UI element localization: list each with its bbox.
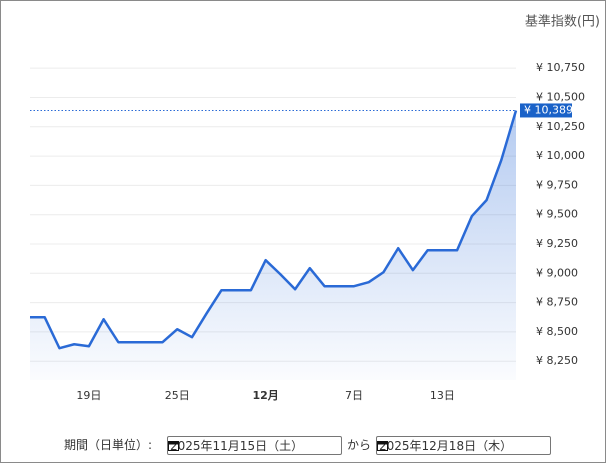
y-tick-label: ¥ 8,750 [536, 296, 578, 309]
x-tick-label: 19日 [76, 389, 101, 402]
y-tick-label: ¥ 9,750 [536, 178, 578, 191]
y-tick-label: ¥ 8,500 [536, 325, 578, 338]
chart: 基準指数(円) ¥ 8,250 ¥ 8,500 ¥ 8,750 ¥ 9,000 ¥ 9,… [30, 14, 600, 402]
end-date: 2025年12月18日（木） [379, 439, 513, 453]
x-tick-label: 13日 [430, 389, 455, 402]
separator: から [347, 438, 372, 452]
y-tick-label: ¥ 10,750 [536, 61, 585, 74]
period-label: 期間（日単位）: [64, 438, 153, 452]
y-tick-label: ¥ 9,500 [536, 208, 578, 221]
y-tick-label: ¥ 10,250 [536, 120, 585, 133]
value-label-box [520, 103, 572, 118]
y-tick-label: ¥ 10,000 [536, 149, 585, 162]
area [30, 110, 516, 380]
end-date-input[interactable]: 2025年12月18日（木） [376, 436, 551, 455]
y-tick-label: ¥ 10,500 [536, 90, 585, 103]
value-label: ¥ 10,389 [524, 103, 573, 116]
x-tick-label: 7日 [345, 389, 363, 402]
x-tick-label: 25日 [165, 389, 190, 402]
calendar-icon[interactable] [168, 440, 179, 451]
line [30, 110, 518, 350]
y-tick-label: ¥ 9,000 [536, 266, 578, 279]
y-tick-label: ¥ 9,250 [536, 237, 578, 250]
calendar-icon[interactable] [377, 440, 388, 451]
y-tick-label: ¥ 8,250 [536, 354, 578, 367]
start-date: 2025年11月15日（土） [170, 439, 304, 453]
start-date-input[interactable]: 2025年11月15日（土） [167, 436, 342, 455]
x-tick-label: 12月 [252, 389, 278, 402]
y-axis-title: 基準指数(円) [525, 14, 600, 30]
